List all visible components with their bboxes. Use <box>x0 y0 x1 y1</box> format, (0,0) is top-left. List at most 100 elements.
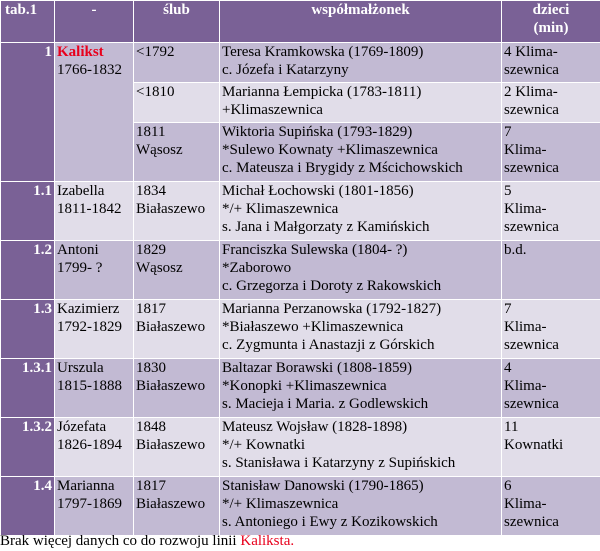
spouse-line: Teresa Kramkowska (1769-1809) <box>222 44 424 60</box>
spouse-line: c. Zygmunta i Anastazji z Górskich <box>222 337 435 353</box>
row-index: 1.3.2 <box>0 417 55 477</box>
person-line: Urszula <box>57 360 104 376</box>
children-line: szewnica <box>504 514 559 530</box>
wedding-line: 1830 <box>136 360 166 376</box>
spouse-line: s. Stanisława i Katarzyny z Supińskich <box>222 455 456 471</box>
header-tab: tab.1 <box>0 0 55 43</box>
children-line: 2 Klima- <box>504 84 558 100</box>
spouse-line: Wiktoria Supińska (1793-1829) <box>222 124 413 140</box>
children-line: szewnica <box>504 337 559 353</box>
spouse-cell: Michał Łochowski (1801-1856) */+ Klimasz… <box>219 181 502 241</box>
genealogy-table: tab.1 - ślub współmałżonek dzieci (min) … <box>0 0 600 536</box>
children-line: 4 <box>504 360 512 376</box>
wedding-line: Wąsosz <box>136 260 183 276</box>
table-row: 1.3 Kazimierz 1792-1829 1817 Białaszewo … <box>0 299 600 359</box>
header-children-line1: dzieci <box>532 2 570 18</box>
wedding-line: 1811 <box>136 124 166 140</box>
wedding-cell: 1817 Białaszewo <box>133 299 220 359</box>
spouse-line: *Białaszewo +Klimaszewnica <box>222 319 404 335</box>
person-cell: Kalikst 1766-1832 <box>54 42 134 182</box>
children-line: szewnica <box>504 102 559 118</box>
person-line: 1826-1894 <box>57 437 122 453</box>
table-row: 1 Kalikst 1766-1832 <1792 Teresa Kramkow… <box>0 42 600 182</box>
spouse-cell: Stanisław Danowski (1790-1865) */+ Klima… <box>219 476 502 536</box>
children-line: 4 Klima- <box>504 44 558 60</box>
children-cell: 7 Klima- szewnica <box>501 122 600 182</box>
person-line: Antoni <box>57 242 99 258</box>
spouse-line: *Konopki +Klimaszewnica <box>222 378 387 394</box>
table-row: 1.1 Izabella 1811-1842 1834 Białaszewo M… <box>0 181 600 241</box>
spouse-cell: Marianna Perzanowska (1792-1827) *Białas… <box>219 299 502 359</box>
spouse-line: s. Jana i Małgorzaty z Kamińskich <box>222 219 430 235</box>
wedding-cell: 1830 Białaszewo <box>133 358 220 418</box>
children-line: Klima- <box>504 142 547 158</box>
children-cell: 2 Klima- szewnica <box>501 82 600 123</box>
spouse-line: Franciszka Sulewska (1804- ?) <box>222 242 408 258</box>
children-line: Klima- <box>504 496 547 512</box>
children-line: szewnica <box>504 396 559 412</box>
spouse-cell: Wiktoria Supińska (1793-1829) *Sulewo Ko… <box>219 122 502 182</box>
row-index: 1.1 <box>0 181 55 241</box>
children-line: szewnica <box>504 160 559 176</box>
person-line: 1811-1842 <box>57 201 122 217</box>
children-line: Klima- <box>504 319 547 335</box>
wedding-line: <1810 <box>136 84 175 100</box>
table-row: 1.2 Antoni 1799- ? 1829 Wąsosz Franciszk… <box>0 240 600 300</box>
wedding-cell: 1811 Wąsosz <box>133 122 220 182</box>
children-line: 6 <box>504 478 512 494</box>
children-cell: 4 Klima- szewnica <box>501 42 600 83</box>
spouse-line: Mateusz Wojsław (1828-1898) <box>222 419 408 435</box>
children-line: szewnica <box>504 62 559 78</box>
spouse-line: c. Mateusza i Brygidy z Mścichowskich <box>222 160 463 176</box>
header-row: tab.1 - ślub współmałżonek dzieci (min) <box>0 0 600 43</box>
header-children-line2: (min) <box>533 20 569 36</box>
spouse-cell: Franciszka Sulewska (1804- ?) *Zaborowo … <box>219 240 502 300</box>
person-line: Izabella <box>57 183 105 199</box>
children-cell: 5 Klima- szewnica <box>501 181 600 241</box>
person-cell: Antoni 1799- ? <box>54 240 134 300</box>
person-line: 1815-1888 <box>57 378 122 394</box>
header-slub: ślub <box>133 0 220 43</box>
spouse-cell: Teresa Kramkowska (1769-1809) c. Józefa … <box>219 42 502 83</box>
wedding-line: Białaszewo <box>136 319 206 335</box>
footer-note: Brak więcej danych co do rozwoju linii K… <box>0 532 600 551</box>
children-line: b.d. <box>504 242 527 258</box>
spouse-cell: Mateusz Wojsław (1828-1898) */+ Kownatki… <box>219 417 502 477</box>
wedding-line: 1817 <box>136 478 166 494</box>
spouse-line: */+ Kownatki <box>222 437 306 453</box>
person-name: Kalikst <box>57 44 104 60</box>
wedding-line: Białaszewo <box>136 201 206 217</box>
row-index: 1.3 <box>0 299 55 359</box>
wedding-line: <1792 <box>136 44 175 60</box>
person-line: Marianna <box>57 478 115 494</box>
children-cell: b.d. <box>501 240 600 300</box>
row-index: 1.3.1 <box>0 358 55 418</box>
spouse-line: Marianna Łempicka (1783-1811) <box>222 84 422 100</box>
wedding-cell: <1792 <box>133 42 220 83</box>
person-line: Kazimierz <box>57 301 120 317</box>
person-cell: Józefata 1826-1894 <box>54 417 134 477</box>
person-years: 1766-1832 <box>57 62 122 78</box>
wedding-line: 1817 <box>136 301 166 317</box>
row-index: 1 <box>0 42 55 182</box>
wedding-cell: <1810 <box>133 82 220 123</box>
children-cell: 6 Klima- szewnica <box>501 476 600 536</box>
children-line: Klima- <box>504 378 547 394</box>
wedding-line: 1829 <box>136 242 166 258</box>
row-index: 1.4 <box>0 476 55 536</box>
person-cell: Urszula 1815-1888 <box>54 358 134 418</box>
children-cell: 7 Klima- szewnica <box>501 299 600 359</box>
children-line: Klima- <box>504 201 547 217</box>
person-line: Józefata <box>57 419 107 435</box>
person-line: 1792-1829 <box>57 319 122 335</box>
spouse-line: +Klimaszewnica <box>222 102 323 118</box>
wedding-line: Białaszewo <box>136 378 206 394</box>
wedding-line: Białaszewo <box>136 496 206 512</box>
spouse-line: Stanisław Danowski (1790-1865) <box>222 478 424 494</box>
children-line: szewnica <box>504 219 559 235</box>
person-line: 1797-1869 <box>57 496 122 512</box>
children-cell: 11 Kownatki <box>501 417 600 477</box>
children-line: Kownatki <box>504 437 564 453</box>
table-row: <1810 Marianna Łempicka (1783-1811) +Kli… <box>1 82 600 123</box>
table-row: 1.3.2 Józefata 1826-1894 1848 Białaszewo… <box>0 417 600 477</box>
